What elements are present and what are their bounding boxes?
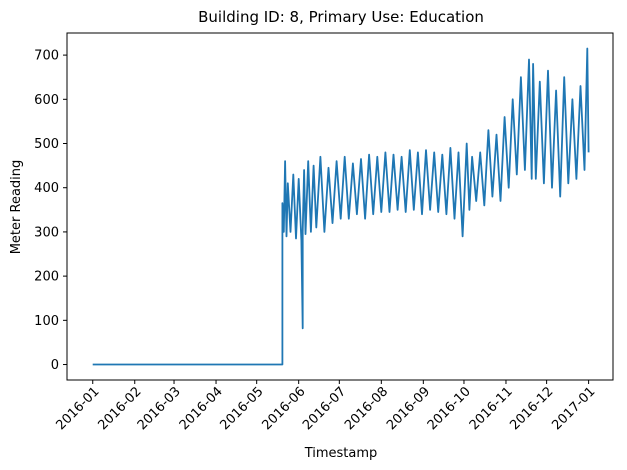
x-tick-label: 2016-10 [425, 384, 474, 433]
series-line [92, 47, 590, 366]
x-tick-label: 2016-09 [384, 384, 433, 433]
x-axis-label: Timestamp [304, 446, 378, 461]
y-tick-label: 600 [34, 93, 59, 108]
plot-frame [66, 32, 614, 381]
y-tick-label: 700 [34, 49, 59, 64]
chart-title: Building ID: 8, Primary Use: Education [198, 8, 484, 26]
x-tick-label: 2017-01 [549, 384, 598, 433]
x-tick-label: 2016-12 [507, 384, 556, 433]
y-axis: 0 100 200 300 400 500 600 700 [34, 49, 67, 373]
y-tick-label: 0 [51, 358, 59, 373]
x-tick-label: 2016-06 [260, 384, 309, 433]
y-tick-label: 100 [34, 314, 59, 329]
x-tick-label: 2016-03 [135, 384, 184, 433]
x-axis: 2016-012016-022016-032016-042016-052016-… [54, 380, 598, 433]
x-tick-label: 2016-05 [218, 384, 267, 433]
y-axis-label: Meter Reading [9, 160, 24, 255]
x-tick-label: 2016-04 [177, 384, 226, 433]
x-tick-label: 2016-01 [54, 384, 103, 433]
x-tick-label: 2016-11 [467, 384, 516, 433]
y-tick-label: 500 [34, 137, 59, 152]
plot-area [92, 47, 590, 366]
y-tick-label: 300 [34, 225, 59, 240]
x-tick-label: 2016-07 [300, 384, 349, 433]
y-tick-label: 200 [34, 270, 59, 285]
x-tick-label: 2016-08 [342, 384, 391, 433]
y-tick-label: 400 [34, 181, 59, 196]
